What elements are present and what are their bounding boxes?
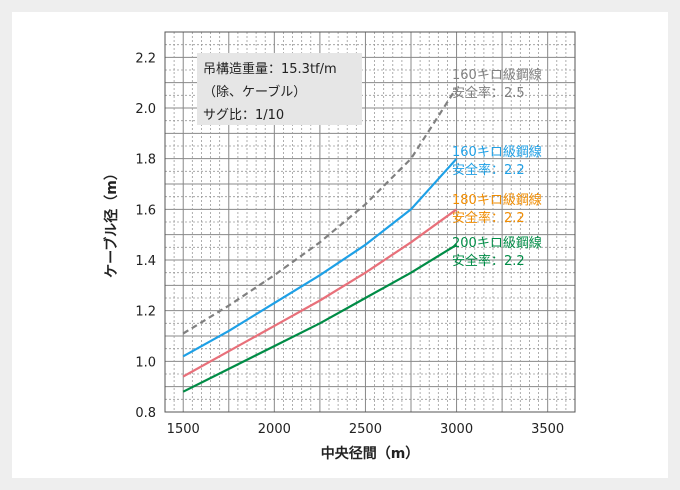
series-name-1: 160キロ級鋼線 [452,67,542,83]
series-line-4 [182,243,458,393]
y-tick-label: 0.8 [135,406,156,421]
annotation-line-3: サグ比：1/10 [203,108,284,123]
x-tick-label: 1500 [167,422,200,437]
grid [165,31,576,413]
series-lines [182,87,458,393]
series-name-4: 200キロ級鋼線 [452,235,542,251]
y-tick-label: 1.0 [135,355,156,370]
y-tick-label: 1.4 [135,254,156,269]
y-tick-label: 1.6 [135,203,156,218]
y-tick-label: 1.2 [135,305,156,320]
y-tick-label: 2.0 [135,102,156,117]
x-tick-label: 2500 [349,422,382,437]
annotation-background [197,53,362,125]
series-safety-factor-3: 安全率：2.2 [452,210,525,226]
plot-area [164,31,576,413]
y-axis-title: ケーブル径（m） [103,166,120,278]
tick-labels: 1500 2000 2500 3000 3500 0.8 1.0 1.2 1.4 1.6 1.8 2.… [135,51,564,437]
plot-border [164,31,576,413]
series-line-1 [182,87,458,335]
series-safety-factor-2: 安全率：2.2 [452,162,525,178]
series-line-2 [182,157,458,358]
y-tick-label: 2.2 [135,51,156,66]
series-safety-factor-4: 安全率：2.2 [452,253,525,269]
x-tick-label: 3000 [440,422,473,437]
x-axis-title: 中央径間（m） [321,445,420,462]
annotation-box: 吊構造重量：15.3tf/m （除、ケーブル） サグ比：1/10 [197,53,362,125]
series-safety-factor-1: 安全率：2.5 [452,85,525,101]
x-tick-label: 2000 [258,422,291,437]
annotation-line-2: （除、ケーブル） [203,84,306,100]
series-name-3: 180キロ級鋼線 [452,192,542,208]
x-tick-label: 3500 [531,422,564,437]
y-tick-label: 1.8 [135,153,156,168]
annotation-line-1: 吊構造重量：15.3tf/m [203,61,337,77]
series-name-2: 160キロ級鋼線 [452,144,542,160]
series-line-3 [182,208,458,378]
